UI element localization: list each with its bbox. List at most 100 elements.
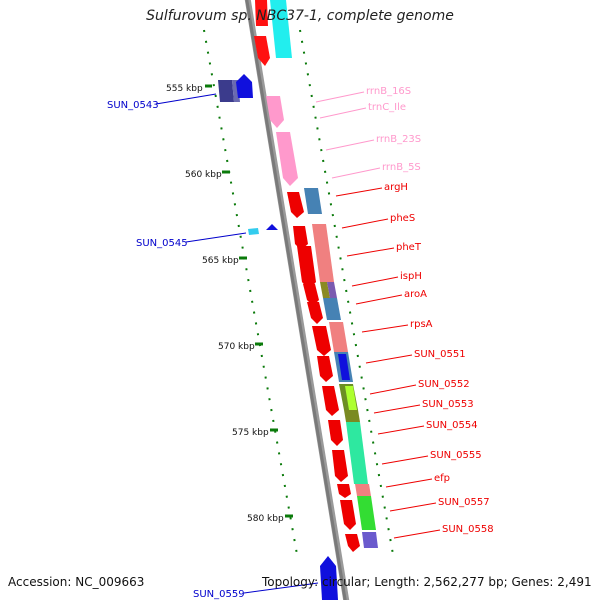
gene-label-SUN_0553: SUN_0553 (422, 399, 474, 410)
rRNA-feature-pink-long (276, 132, 298, 186)
gene-feature-salmon (312, 224, 334, 282)
leader-line-red (355, 294, 403, 305)
gene-feature-olive (344, 410, 360, 422)
kbp-label: 570 kbp (218, 342, 255, 352)
gene-label-SUN_0557: SUN_0557 (438, 497, 490, 508)
gene-label-SUN_0551: SUN_0551 (414, 349, 466, 360)
gene-label-rrnB_5S: rrnB_5S (382, 162, 421, 173)
gene-labels-left: SUN_0543 SUN_0545 SUN_0559 (107, 100, 245, 600)
gene-label-SUN_0555: SUN_0555 (430, 450, 482, 461)
gene-feature-red (345, 534, 360, 552)
gene-feature-cyan-small (248, 228, 259, 235)
gene-feature-blue-arrow (320, 556, 338, 600)
gene-feature-red (337, 484, 351, 498)
leader-line-red (365, 354, 413, 364)
gene-feature-red (293, 226, 308, 250)
gene-label-SUN_0558: SUN_0558 (442, 524, 494, 535)
gene-feature-red (287, 192, 304, 218)
gene-feature-olive (320, 282, 330, 298)
gene-label-SUN_0545: SUN_0545 (136, 238, 188, 249)
kbp-label: 580 kbp (247, 514, 284, 524)
gene-feature-red (332, 450, 348, 482)
leader-line-pink (331, 167, 381, 179)
kbp-label: 565 kbp (202, 256, 239, 266)
gene-feature-blue (338, 354, 350, 380)
leader-line-red (346, 247, 395, 257)
leader-line-red (341, 218, 389, 229)
gene-feature-red-arrow (254, 36, 270, 66)
gene-label-SUN_0543: SUN_0543 (107, 100, 159, 111)
gene-feature-yellowgreen (345, 386, 357, 410)
leader-line-pink (325, 139, 375, 151)
leader-line-red (351, 276, 399, 287)
leader-line-red (335, 187, 383, 197)
gene-label-SUN_0559: SUN_0559 (193, 589, 245, 600)
gene-feature-red (255, 0, 268, 26)
kbp-ruler (203, 29, 299, 561)
gene-label-argH: argH (384, 182, 408, 193)
leader-line-red (393, 529, 441, 539)
gene-feature-red (307, 302, 323, 324)
genome-summary-text: Topology: circular; Length: 2,562,277 bp… (262, 575, 592, 589)
gene-feature-blue-small (266, 224, 278, 230)
gene-label-rpsA: rpsA (410, 319, 433, 330)
gene-label-rrnB_16S: rrnB_16S (366, 86, 411, 97)
gene-label-trnC_Ile: trnC_Ile (368, 102, 406, 113)
kbp-label: 560 kbp (185, 170, 222, 180)
ruler-dotted-track (203, 29, 299, 561)
kbp-label: 555 kbp (166, 84, 203, 94)
forward-strand-features (254, 0, 378, 600)
gene-feature-cyan (270, 0, 292, 58)
gene-feature-red (322, 386, 339, 416)
gene-label-SUN_0554: SUN_0554 (426, 420, 478, 431)
reverse-strand-features (218, 74, 278, 235)
leader-line-red (373, 404, 421, 414)
gene-feature-red (312, 326, 331, 356)
map-title: Sulfurovum sp. NBC37-1, complete genome (146, 8, 454, 24)
kbp-labels: 555 kbp 560 kbp 565 kbp 570 kbp 575 kbp … (166, 84, 284, 524)
label-leaders-right (315, 91, 441, 539)
gene-label-SUN_0552: SUN_0552 (418, 379, 470, 390)
leader-line-red (377, 425, 425, 435)
leader-line-blue (243, 582, 319, 594)
leader-line-red (361, 324, 409, 333)
gene-label-efp: efp (434, 473, 450, 484)
leader-line-red (381, 455, 429, 465)
gene-feature-red (303, 284, 319, 306)
gene-feature-red (340, 500, 356, 530)
leader-line-pink (315, 91, 365, 103)
gene-feature-red (297, 246, 316, 290)
gene-feature-springgreen (346, 422, 368, 484)
gene-labels-right: rrnB_16S trnC_Ile rrnB_23S rrnB_5S argH … (366, 86, 494, 535)
leader-line-blue (155, 93, 217, 105)
label-leaders-left (155, 93, 319, 594)
gene-feature-red (328, 420, 343, 446)
genome-backbone (245, 0, 347, 600)
accession-text: Accession: NC_009663 (8, 575, 145, 589)
leader-line-red (385, 478, 433, 488)
gene-feature-steelblue (304, 188, 322, 214)
gene-feature-salmon (329, 322, 348, 352)
leader-line-red (369, 384, 417, 395)
gene-feature-red (317, 356, 333, 382)
outer-dotted-ring (299, 29, 395, 561)
gene-label-pheS: pheS (390, 213, 415, 224)
rRNA-feature-pink (266, 96, 284, 128)
gene-feature-salmon (355, 484, 371, 496)
gene-feature-steelblue (323, 298, 341, 320)
gene-feature-blue-arrow (236, 74, 253, 98)
leader-line-pink (319, 107, 367, 119)
leader-line-blue (185, 232, 247, 243)
gene-feature-purple (218, 80, 234, 102)
gene-feature-purple (327, 282, 337, 298)
gene-label-aroA: aroA (404, 289, 427, 300)
leader-line-red (389, 502, 437, 512)
gene-label-ispH: ispH (400, 271, 422, 282)
kbp-label: 575 kbp (232, 428, 269, 438)
gene-feature-slateblue (362, 532, 378, 548)
gene-label-pheT: pheT (396, 242, 422, 253)
gene-feature-green (357, 496, 376, 530)
gene-label-rrnB_23S: rrnB_23S (376, 134, 421, 145)
